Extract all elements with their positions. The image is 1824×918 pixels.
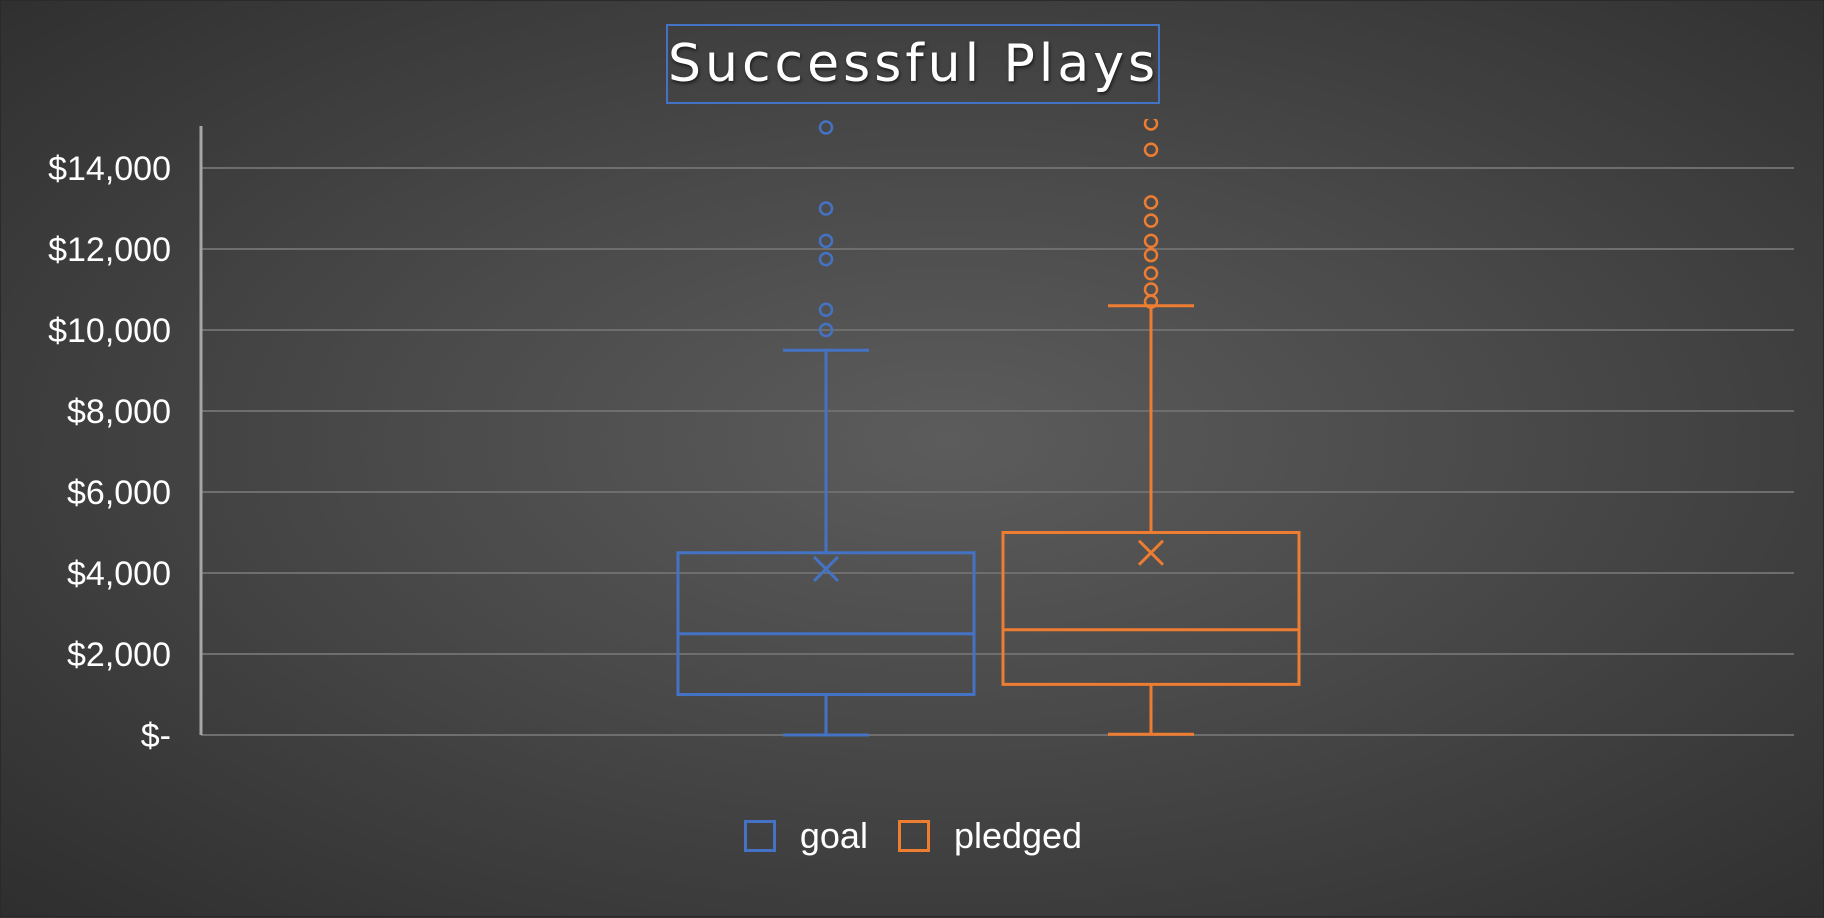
outlier-point-goal [818, 233, 834, 249]
y-tick-label: $10,000 [48, 312, 171, 350]
y-tick-label: $12,000 [48, 231, 171, 269]
outlier-point-pledged [1143, 247, 1159, 263]
box-goal [676, 551, 976, 696]
y-tick-label: $14,000 [48, 150, 171, 188]
outlier-point-pledged [1143, 195, 1159, 210]
outlier-point-goal [818, 120, 834, 135]
legend-swatch-goal [743, 820, 776, 852]
legend-label-pledged: pledged [953, 815, 1083, 856]
outlier-point-goal [818, 322, 834, 338]
y-tick-label: $6,000 [67, 474, 171, 512]
outlier-point-pledged [1143, 213, 1159, 228]
y-tick-label: $4,000 [67, 555, 171, 593]
legend: goal pledged [1, 811, 1824, 861]
outlier-point-pledged [1143, 282, 1159, 297]
mean-marker-pledged [1137, 539, 1165, 566]
y-tick-label: $2,000 [67, 636, 171, 674]
mean-marker-goal [812, 555, 840, 583]
legend-swatch-pledged [897, 820, 930, 852]
outlier-point-pledged [1143, 233, 1159, 249]
chart-title: Successful Plays [666, 24, 1160, 104]
outlier-point-goal [818, 251, 834, 267]
box-pledged [1001, 531, 1301, 686]
y-tick-label: $8,000 [67, 393, 171, 431]
legend-item-pledged: pledged [897, 815, 1083, 857]
outlier-point-goal [818, 201, 834, 216]
outlier-point-pledged [1143, 119, 1159, 131]
outlier-point-pledged [1143, 266, 1159, 281]
legend-item-goal: goal [743, 815, 868, 857]
y-tick-label: $- [141, 717, 171, 755]
outlier-point-pledged [1143, 142, 1159, 158]
boxes-group [676, 119, 1301, 737]
legend-label-goal: goal [799, 815, 868, 856]
outlier-point-goal [818, 302, 834, 317]
